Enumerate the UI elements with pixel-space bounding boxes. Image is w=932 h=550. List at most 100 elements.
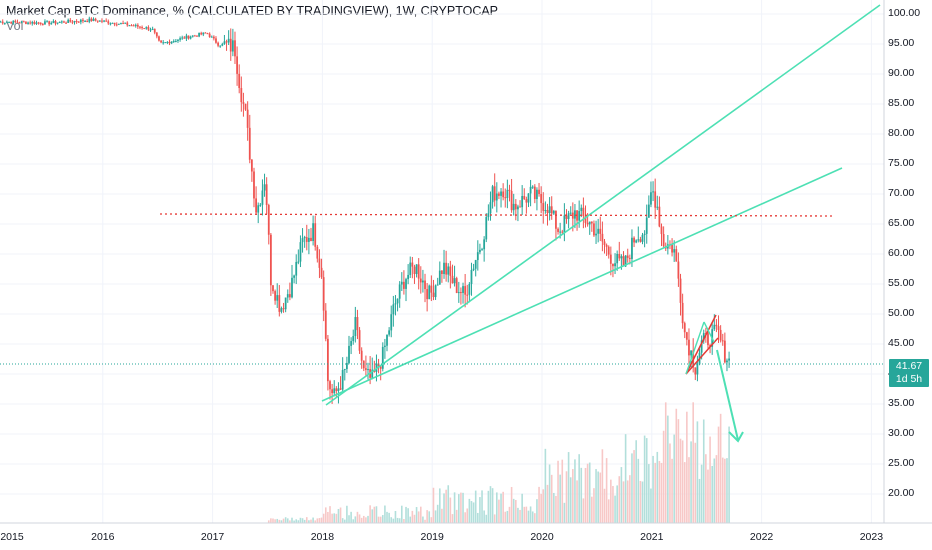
volume-bar [715, 455, 718, 523]
volume-bar [709, 436, 711, 523]
candle-body [18, 22, 21, 24]
volume-bar [679, 438, 682, 523]
candle-body [356, 317, 359, 331]
candle-body [257, 205, 260, 213]
candle-body [481, 249, 483, 251]
volume-bar [434, 510, 437, 523]
candle-body [631, 237, 633, 259]
candle-body [390, 314, 393, 331]
last-price-value: 41.67 [895, 360, 923, 372]
projection-arrow-head [728, 431, 744, 443]
candle-body [73, 21, 76, 23]
candle-body [723, 340, 726, 363]
volume-bar [521, 493, 523, 523]
candle-body [430, 285, 433, 293]
volume-bar [386, 511, 388, 523]
candle-body [641, 234, 644, 242]
candle-body [671, 244, 673, 253]
axes [0, 0, 932, 524]
volume-bar [648, 464, 650, 523]
candle-body [94, 18, 97, 21]
candle-body [282, 308, 285, 310]
volume-bar [688, 457, 690, 523]
candle-body [552, 210, 555, 214]
volume-bar [660, 462, 663, 523]
volume-bar [707, 469, 709, 523]
candle-body [326, 338, 329, 382]
candle-body [269, 234, 272, 286]
candle-body [48, 21, 51, 25]
candle-body [364, 368, 367, 370]
candle-body [500, 191, 502, 196]
volume-bar [506, 510, 509, 523]
candle-body [595, 233, 597, 236]
candle-body [329, 381, 331, 390]
candle-body [561, 231, 564, 233]
candle-body [531, 186, 534, 188]
candle-body [295, 261, 298, 276]
candle-body [576, 210, 578, 221]
volume-bar [377, 516, 380, 523]
candle-body [381, 346, 384, 369]
candle-body [707, 333, 709, 346]
candle-body [139, 26, 141, 28]
candle-body [84, 21, 86, 23]
volume-bar [295, 519, 298, 523]
candle-body [447, 266, 450, 275]
volume-bar [468, 498, 471, 523]
volume-bar [455, 509, 458, 523]
candle-body [681, 302, 684, 324]
candle-body [348, 345, 350, 363]
candle-body [647, 204, 650, 218]
candle-body [358, 330, 361, 351]
candle-body [719, 329, 722, 341]
candle-body [633, 237, 635, 243]
candle-body [415, 264, 418, 275]
candle-body [145, 27, 148, 29]
volume-bar [318, 518, 321, 523]
volume-bar [599, 472, 602, 523]
candle-body [107, 21, 110, 24]
volume-bar [675, 408, 678, 523]
wedge-green-line [703, 321, 715, 343]
candle-body [652, 191, 654, 193]
volume-bar [624, 434, 627, 523]
volume-bar [415, 507, 418, 523]
volume-bar [654, 462, 656, 523]
volume-bar [593, 488, 595, 523]
candle-body [179, 38, 181, 40]
candle-body [445, 262, 448, 275]
volume-bar [316, 518, 319, 523]
volume-bar [726, 458, 728, 523]
candle-body [227, 38, 230, 43]
candle-body [44, 21, 46, 25]
price-tick-label: 45.00 [888, 337, 915, 349]
volume-bar [578, 454, 580, 523]
volume-bar [618, 476, 621, 523]
candle-body [14, 20, 17, 22]
volume-bar [561, 459, 564, 523]
candle-body [196, 35, 198, 37]
volume-bar [512, 498, 515, 523]
candle-body [103, 20, 105, 22]
candle-body [225, 41, 228, 43]
candle-body [151, 28, 154, 30]
candle-body [434, 285, 437, 298]
volume-bar [303, 519, 306, 523]
volume-bar [409, 516, 412, 523]
candle-body [265, 184, 268, 206]
candle-body [443, 262, 445, 275]
candle-body [413, 266, 416, 275]
candle-body [56, 22, 59, 24]
candle-body [563, 215, 566, 233]
candle-body [71, 21, 74, 23]
candle-body [597, 228, 600, 234]
volume-bar [394, 510, 397, 523]
volume-bar [519, 509, 521, 523]
volume-bar [705, 454, 707, 523]
candle-body [417, 264, 420, 279]
price-tick-label: 70.00 [888, 187, 915, 199]
volume-bar [635, 440, 637, 523]
candle-body [149, 29, 152, 31]
